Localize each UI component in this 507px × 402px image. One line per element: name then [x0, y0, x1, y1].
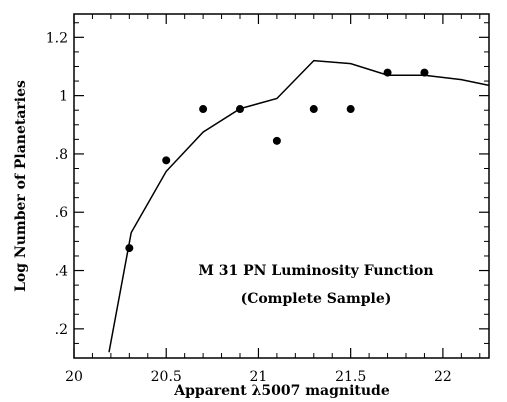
x-tick-label: 21.5: [335, 369, 366, 385]
annotation-title: M 31 PN Luminosity Function: [198, 263, 433, 279]
x-tick-labels: 20 20.5 21 21.5 22: [65, 369, 452, 385]
y-tick-label: 1: [59, 89, 68, 105]
y-tick-label: .4: [55, 264, 68, 280]
x-tick-label: 21: [250, 369, 268, 385]
data-point: [272, 136, 281, 145]
annotation-subtitle: (Complete Sample): [241, 291, 392, 307]
data-point: [162, 156, 171, 165]
model-curve: [108, 59, 490, 353]
x-axis-title: Apparent λ5007 magnitude: [173, 383, 390, 399]
x-tick-label: 22: [434, 369, 452, 385]
data-point: [309, 105, 318, 114]
data-point: [199, 105, 208, 114]
y-tick-label: .8: [55, 147, 68, 163]
y-axis-title: Log Number of Planetaries: [13, 80, 29, 292]
series-layer: [108, 59, 490, 353]
y-tick-labels: .2 .4 .6 .8 1 1.2: [46, 30, 68, 338]
y-tick-label: .2: [55, 322, 68, 338]
x-tick-label: 20: [65, 369, 83, 385]
axis-ticks: [73, 14, 489, 359]
y-tick-label: 1.2: [46, 30, 68, 46]
plot-frame: [73, 13, 490, 359]
y-tick-label: .6: [55, 205, 68, 221]
data-point: [346, 105, 355, 114]
x-tick-label: 20.5: [151, 369, 182, 385]
